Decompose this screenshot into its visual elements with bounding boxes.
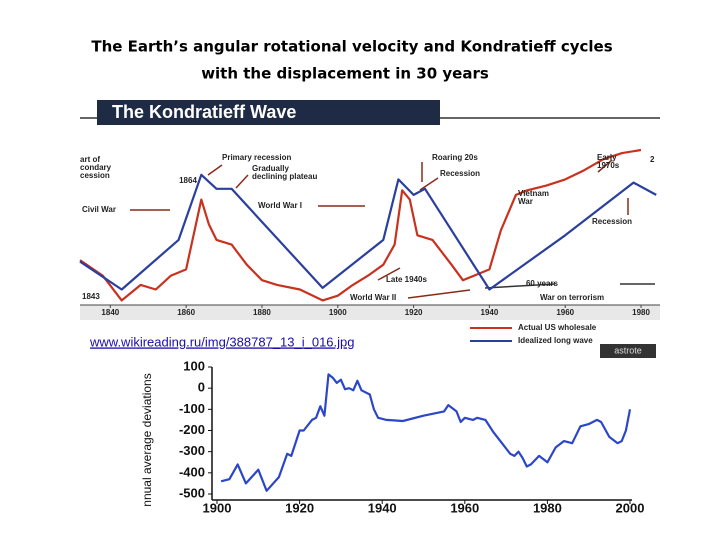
x-tick-label: 1840 (101, 308, 119, 317)
header-banner (97, 100, 440, 125)
x-tick-label: 1900 (203, 500, 232, 515)
x-tick-label: 1880 (253, 308, 271, 317)
slide-title: with the displacement in 30 years (201, 65, 489, 83)
annotation: 1843 (82, 292, 100, 301)
annotation: World War I (258, 201, 302, 210)
annotation: Roaring 20s (432, 153, 478, 162)
annotation: Civil War (82, 205, 116, 214)
arrows (130, 159, 655, 299)
x-tick-label: 1900 (329, 308, 347, 317)
y-tick-label: 100 (183, 358, 205, 373)
annotation: 2 (650, 155, 655, 164)
x-tick-label: 1980 (533, 500, 562, 515)
annotation: condary (80, 163, 112, 172)
annotation: cession (80, 171, 110, 180)
watermark: astrote (614, 345, 642, 355)
annotation: Late 1940s (386, 275, 427, 284)
annotation: 60 years (526, 279, 559, 288)
annotation: 1970s (597, 161, 620, 170)
annotation: Early (597, 153, 617, 162)
y-axis-label: nnual average deviations (140, 373, 154, 506)
y-tick-label: -300 (179, 443, 205, 458)
legend-label: Idealized long wave (518, 336, 593, 345)
x-tick-label: 1920 (405, 308, 423, 317)
y-tick-label: -500 (179, 485, 205, 500)
x-tick-label: 2000 (616, 500, 645, 515)
source-link[interactable]: www.wikireading.ru/img/388787_13_i_016.j… (89, 334, 355, 349)
x-tick-label: 1980 (632, 308, 650, 317)
y-tick-label: -200 (179, 422, 205, 437)
annotation: 1864 (179, 176, 197, 185)
y-tick-label: -400 (179, 464, 205, 479)
annotation: War (518, 197, 533, 206)
line-series (79, 148, 642, 302)
line-series (220, 373, 632, 492)
line-series (79, 173, 657, 291)
legend-label: Actual US wholesale (518, 323, 597, 332)
tick-band (80, 305, 660, 320)
watermark-badge (600, 344, 656, 358)
x-tick-label: 1860 (177, 308, 195, 317)
y-tick-label: 0 (198, 380, 205, 395)
annotation: Recession (592, 217, 632, 226)
y-tick-label: -100 (179, 401, 205, 416)
annotation: World War II (350, 293, 396, 302)
x-tick-label: 1940 (368, 500, 397, 515)
annotation: declining plateau (252, 172, 317, 181)
slide-title: The Earth’s angular rotational velocity … (91, 38, 612, 56)
image-title: The Kondratieff Wave (112, 102, 296, 122)
annotation: Gradually (252, 164, 289, 173)
annotation: Primary recession (222, 153, 291, 162)
x-tick-label: 1960 (450, 500, 479, 515)
x-tick-label: 1960 (556, 308, 574, 317)
annotation: art of (80, 155, 100, 164)
annotation: Recession (440, 169, 480, 178)
x-tick-label: 1920 (285, 500, 314, 515)
annotation: War on terrorism (540, 293, 604, 302)
x-tick-label: 1940 (481, 308, 499, 317)
annotation: Vietnam (518, 189, 549, 198)
